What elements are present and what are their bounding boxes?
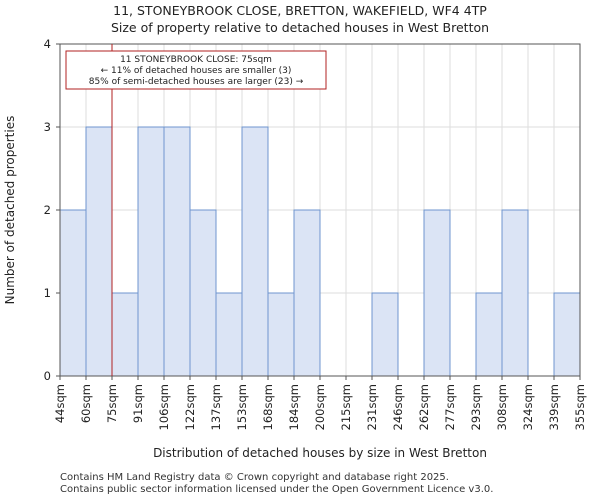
annotation-box: 11 STONEYBROOK CLOSE: 75sqm ← 11% of det…: [65, 50, 327, 90]
bar: [59, 209, 87, 377]
x-tick-label: 200sqm: [313, 384, 327, 430]
bar: [189, 209, 217, 377]
chart-subtitle: Size of property relative to detached ho…: [110, 20, 490, 35]
bar: [111, 292, 139, 377]
x-tick-label: 277sqm: [443, 384, 457, 430]
x-tick-label: 184sqm: [287, 384, 301, 430]
bars-group: [59, 126, 581, 377]
bar: [423, 209, 451, 377]
bar: [137, 126, 165, 377]
bar: [475, 292, 503, 377]
bar: [85, 126, 113, 377]
x-tick-label: 60sqm: [79, 384, 93, 423]
x-tick-label: 106sqm: [157, 384, 171, 430]
bar: [553, 292, 581, 377]
x-axis: 44sqm 60sqm 75sqm 91sqm 106sqm 122sqm 137sqm 15…: [53, 376, 587, 430]
annotation-line-1: 11 STONEYBROOK CLOSE: 75sqm: [120, 55, 272, 65]
bar: [267, 292, 295, 377]
x-tick-label: 168sqm: [261, 384, 275, 430]
x-tick-label: 153sqm: [235, 384, 249, 430]
y-tick-label: 2: [44, 203, 51, 217]
bar: [501, 209, 529, 377]
y-axis: 0 1 2 3 4: [44, 37, 60, 383]
y-axis-label: Number of detached properties: [3, 116, 17, 305]
bar: [241, 126, 269, 377]
x-tick-label: 246sqm: [391, 384, 405, 430]
x-tick-label: 122sqm: [183, 384, 197, 430]
footer-line-2: Contains public sector information licen…: [60, 484, 494, 495]
x-tick-label: 215sqm: [339, 384, 353, 430]
y-tick-label: 4: [44, 37, 51, 51]
bar: [371, 292, 399, 377]
bar: [215, 292, 243, 377]
x-tick-label: 44sqm: [53, 384, 67, 423]
x-tick-label: 91sqm: [131, 384, 145, 423]
x-tick-label: 262sqm: [417, 384, 431, 430]
y-tick-label: 3: [44, 120, 51, 134]
bar: [163, 126, 191, 377]
x-tick-label: 355sqm: [573, 384, 587, 430]
x-tick-label: 293sqm: [469, 384, 483, 430]
x-tick-label: 339sqm: [547, 384, 561, 430]
annotation-line-2: ← 11% of detached houses are smaller (3): [101, 66, 292, 76]
footer-line-1: Contains HM Land Registry data © Crown c…: [60, 472, 449, 483]
y-tick-label: 0: [44, 369, 51, 383]
x-tick-label: 75sqm: [105, 384, 119, 423]
annotation-border: [65, 50, 327, 90]
x-tick-label: 324sqm: [521, 384, 535, 430]
x-axis-label: Distribution of detached houses by size …: [153, 446, 487, 460]
annotation-line-3: 85% of semi-detached houses are larger (…: [89, 77, 304, 87]
bar: [293, 209, 321, 377]
y-tick-label: 1: [44, 286, 51, 300]
x-tick-label: 231sqm: [365, 384, 379, 430]
chart-title: 11, STONEYBROOK CLOSE, BRETTON, WAKEFIEL…: [113, 3, 487, 18]
x-tick-label: 308sqm: [495, 384, 509, 430]
x-tick-label: 137sqm: [209, 384, 223, 430]
